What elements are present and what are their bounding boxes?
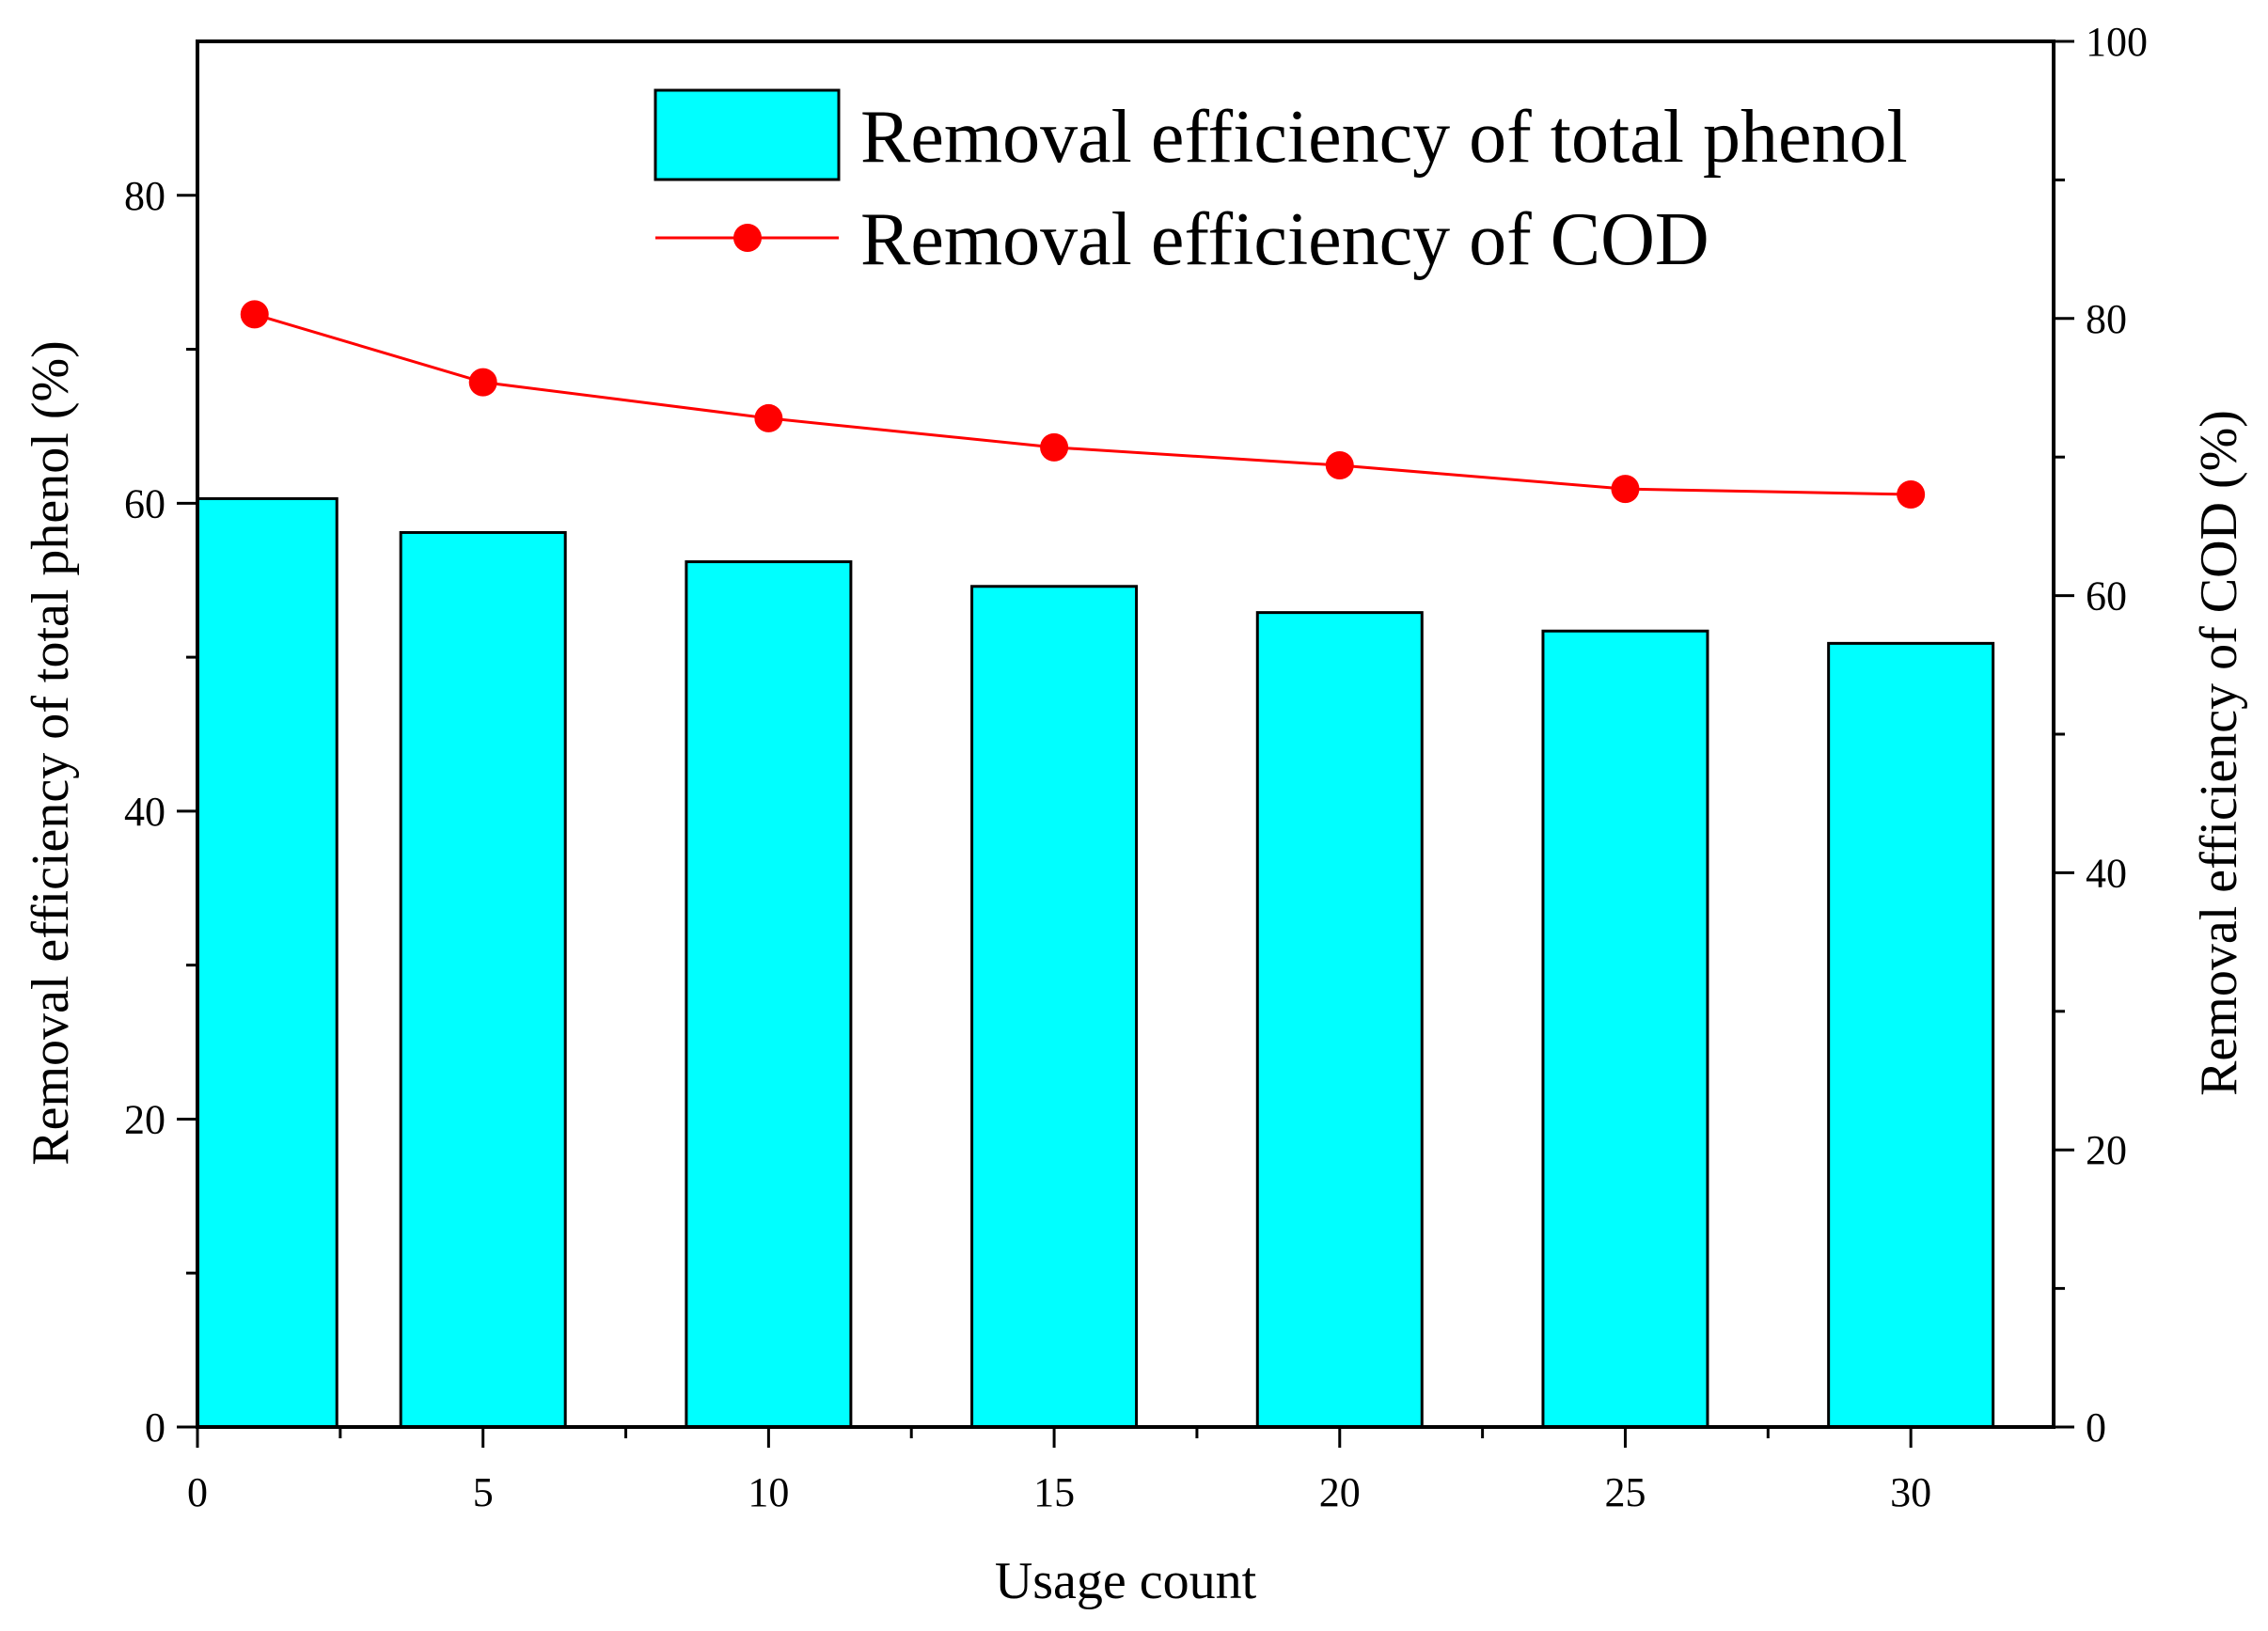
bar-20 bbox=[1255, 611, 1424, 1429]
y-left-tick-label-20: 20 bbox=[124, 1096, 165, 1142]
y-right-tick-label-0: 0 bbox=[2086, 1404, 2106, 1451]
y-right-tick-label-20: 20 bbox=[2086, 1127, 2127, 1173]
legend-line-label: Removal efficiency of COD bbox=[860, 198, 1709, 281]
y-left-tick-label-0: 0 bbox=[145, 1404, 165, 1451]
cod-point-25 bbox=[1611, 475, 1640, 504]
cod-point-20 bbox=[1325, 451, 1354, 480]
x-tick-label-5: 5 bbox=[473, 1469, 494, 1515]
x-tick-label-0: 0 bbox=[187, 1469, 208, 1515]
ticks-layer: 0 5 10 15 20 25 30 0 20 40 60 80 0 20 40 60 80 100 bbox=[124, 19, 2148, 1515]
legend-line-marker bbox=[733, 224, 762, 252]
bar-1 bbox=[196, 496, 339, 1429]
cod-point-10 bbox=[754, 403, 783, 432]
bar-25 bbox=[1541, 629, 1709, 1429]
y-left-tick-label-80: 80 bbox=[124, 173, 165, 219]
x-tick-label-25: 25 bbox=[1604, 1469, 1646, 1515]
cod-point-15 bbox=[1040, 432, 1069, 462]
y-right-tick-label-40: 40 bbox=[2086, 850, 2127, 896]
bars-layer bbox=[196, 496, 1995, 1429]
y-right-tick-label-100: 100 bbox=[2086, 19, 2148, 65]
x-tick-label-20: 20 bbox=[1319, 1469, 1361, 1515]
line-layer bbox=[240, 300, 1926, 509]
y-left-tick-label-40: 40 bbox=[124, 789, 165, 835]
legend: Removal efficiency of total phenol Remov… bbox=[654, 88, 1908, 281]
legend-bar-swatch bbox=[654, 88, 841, 181]
x-axis-title: Usage count bbox=[995, 1552, 1257, 1610]
legend-bar-label: Removal efficiency of total phenol bbox=[860, 96, 1908, 179]
y-left-tick-label-60: 60 bbox=[124, 480, 165, 526]
bar-10 bbox=[685, 560, 853, 1429]
cod-line bbox=[254, 312, 1912, 496]
x-tick-label-10: 10 bbox=[748, 1469, 789, 1515]
y-right-tick-label-60: 60 bbox=[2086, 573, 2127, 619]
y-right-axis-title: Removal efficiency of COD (%) bbox=[2190, 410, 2248, 1096]
bar-15 bbox=[970, 585, 1139, 1429]
x-tick-label-30: 30 bbox=[1890, 1469, 1931, 1515]
y-right-tick-label-80: 80 bbox=[2086, 296, 2127, 342]
bar-5 bbox=[399, 530, 567, 1429]
cod-point-30 bbox=[1897, 479, 1926, 509]
x-tick-label-15: 15 bbox=[1033, 1469, 1075, 1515]
y-left-axis-title: Removal efficiency of total phenol (%) bbox=[22, 340, 80, 1166]
bar-30 bbox=[1827, 641, 1995, 1429]
cod-point-5 bbox=[468, 368, 497, 397]
cod-point-1 bbox=[240, 300, 269, 329]
